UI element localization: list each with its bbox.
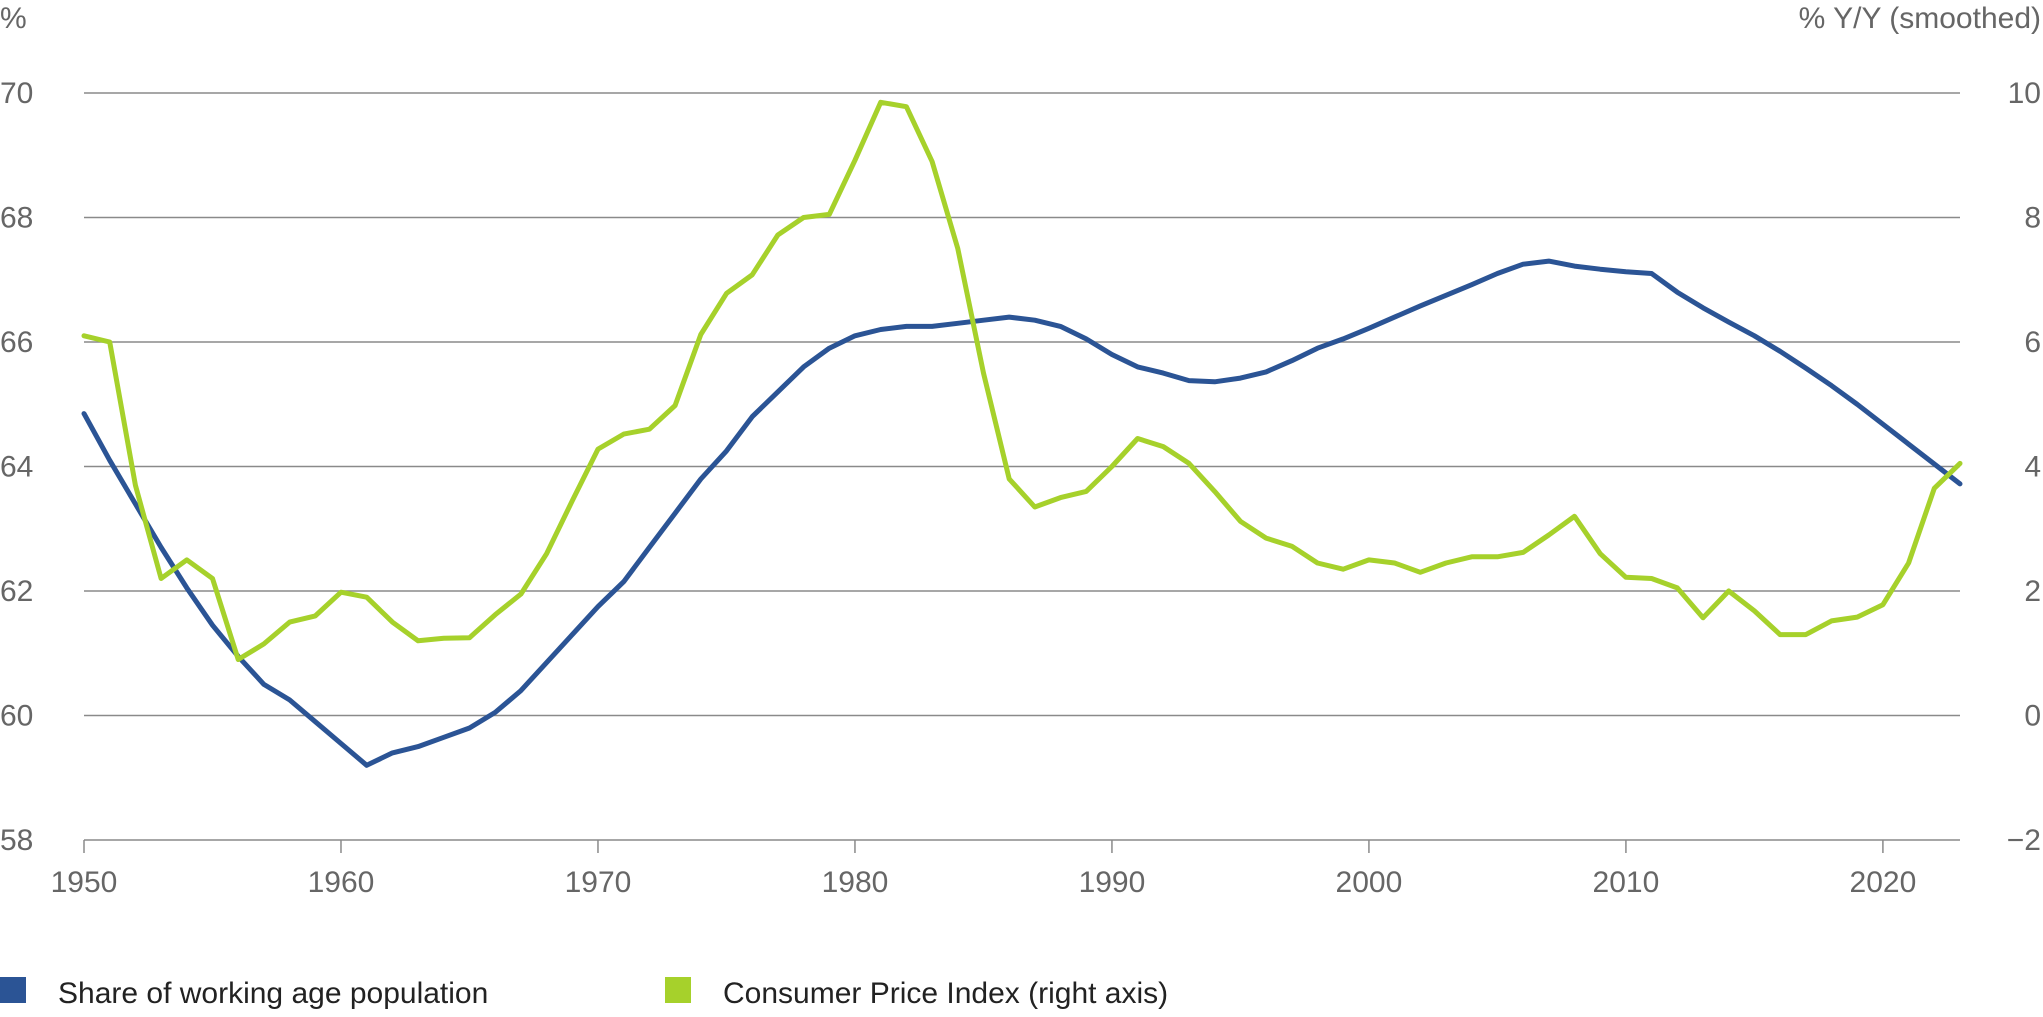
series-lines bbox=[81, 99, 1963, 768]
x-axis-ticks: 1950 1960 1970 1980 1990 2000 2010 2020 bbox=[51, 840, 1917, 899]
left-tick-label: 60 bbox=[0, 700, 33, 733]
series-line-working-age bbox=[81, 258, 1963, 768]
legend-swatch-working-age bbox=[0, 977, 26, 1003]
legend-label-cpi: Consumer Price Index (right axis) bbox=[723, 977, 1168, 1010]
left-tick-label: 70 bbox=[0, 77, 33, 110]
right-tick-label: 2 bbox=[2024, 575, 2041, 608]
left-tick-label: 66 bbox=[0, 326, 33, 359]
legend: Share of working age population Consumer… bbox=[0, 977, 1168, 1010]
x-tick-label: 2000 bbox=[1336, 866, 1403, 899]
x-tick-label: 1960 bbox=[308, 866, 375, 899]
legend-label-working-age: Share of working age population bbox=[58, 977, 488, 1010]
left-axis-ticks: 58 60 62 64 66 68 70 bbox=[0, 77, 33, 857]
right-axis-ticks: −2 0 2 4 6 8 10 bbox=[2007, 77, 2041, 857]
x-tick-label: 2010 bbox=[1593, 866, 1660, 899]
right-tick-label: 8 bbox=[2024, 202, 2041, 235]
left-tick-label: 58 bbox=[0, 824, 33, 857]
x-tick-label: 1950 bbox=[51, 866, 118, 899]
left-axis-unit-label: % bbox=[0, 2, 27, 35]
left-tick-label: 62 bbox=[0, 575, 33, 608]
right-tick-label: 0 bbox=[2024, 700, 2041, 733]
left-tick-label: 68 bbox=[0, 202, 33, 235]
x-tick-label: 1970 bbox=[565, 866, 632, 899]
right-tick-label: 6 bbox=[2024, 326, 2041, 359]
right-tick-label: −2 bbox=[2007, 824, 2041, 857]
x-tick-label: 1990 bbox=[1079, 866, 1146, 899]
x-tick-label: 1980 bbox=[822, 866, 889, 899]
left-tick-label: 64 bbox=[0, 451, 33, 484]
right-tick-label: 10 bbox=[2008, 77, 2041, 110]
right-tick-label: 4 bbox=[2024, 451, 2041, 484]
legend-swatch-cpi bbox=[665, 977, 691, 1003]
gridlines bbox=[84, 92, 1960, 841]
series-line-cpi bbox=[81, 99, 1963, 662]
right-axis-unit-label: % Y/Y (smoothed) bbox=[1799, 2, 2041, 35]
x-tick-label: 2020 bbox=[1850, 866, 1917, 899]
